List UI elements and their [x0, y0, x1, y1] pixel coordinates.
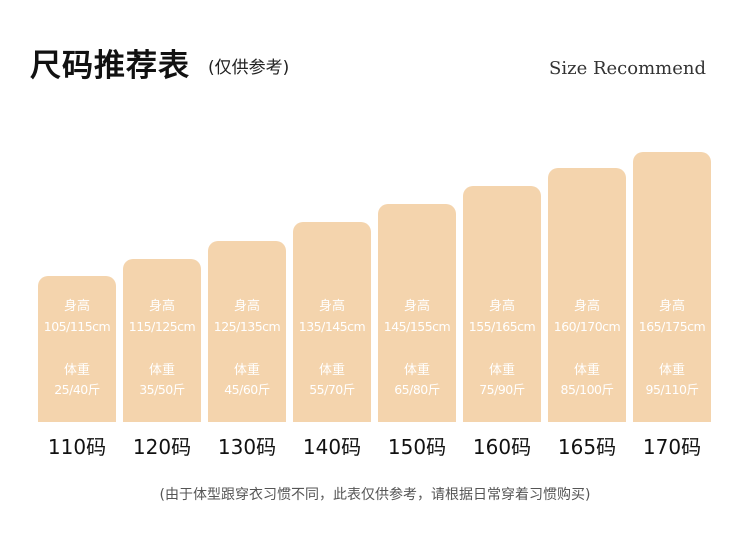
size-label-150: 150码 — [387, 435, 447, 459]
weight-value: 85/100斤 — [560, 382, 614, 397]
size-label-110: 110码 — [47, 435, 107, 459]
height-label: 身高 — [63, 299, 90, 314]
height-label: 身高 — [573, 299, 600, 314]
weight-value: 75/90斤 — [479, 382, 525, 397]
weight-value: 55/70斤 — [309, 382, 355, 397]
height-value: 160/170cm — [553, 319, 621, 334]
page-title: 尺码推荐表 — [30, 48, 190, 84]
size-bar-150: 身高 145/155cm 体重 65/80斤 — [378, 204, 456, 422]
height-label: 身高 — [148, 299, 175, 314]
weight-label: 体重 — [573, 363, 600, 378]
size-bar-160: 身高 155/165cm 体重 75/90斤 — [463, 186, 541, 422]
height-value: 125/135cm — [213, 319, 281, 334]
weight-label: 体重 — [148, 363, 175, 378]
size-bar-165: 身高 160/170cm 体重 85/100斤 — [548, 168, 626, 422]
height-value: 145/155cm — [383, 319, 451, 334]
weight-value: 35/50斤 — [139, 382, 185, 397]
size-bar-130: 身高 125/135cm 体重 45/60斤 — [208, 241, 286, 422]
height-label: 身高 — [233, 299, 260, 314]
size-label-170: 170码 — [642, 435, 702, 459]
page-subtitle: (仅供参考) — [208, 58, 290, 78]
weight-label: 体重 — [488, 363, 515, 378]
size-label-120: 120码 — [132, 435, 192, 459]
height-value: 135/145cm — [298, 319, 366, 334]
weight-value: 95/110斤 — [645, 382, 699, 397]
weight-value: 25/40斤 — [54, 382, 100, 397]
height-value: 115/125cm — [128, 319, 196, 334]
height-label: 身高 — [318, 299, 345, 314]
english-title: Size Recommend — [549, 58, 706, 79]
size-label-165: 165码 — [557, 435, 617, 459]
weight-value: 65/80斤 — [394, 382, 440, 397]
height-value: 155/165cm — [468, 319, 536, 334]
weight-value: 45/60斤 — [224, 382, 270, 397]
weight-label: 体重 — [318, 363, 345, 378]
weight-label: 体重 — [403, 363, 430, 378]
height-value: 165/175cm — [638, 319, 706, 334]
size-label-130: 130码 — [217, 435, 277, 459]
size-bar-170: 身高 165/175cm 体重 95/110斤 — [633, 152, 711, 422]
weight-label: 体重 — [233, 363, 260, 378]
height-label: 身高 — [658, 299, 685, 314]
height-label: 身高 — [403, 299, 430, 314]
weight-label: 体重 — [63, 363, 90, 378]
disclaimer-note: (由于体型跟穿衣习惯不同，此表仅供参考，请根据日常穿着习惯购买) — [159, 487, 591, 503]
height-label: 身高 — [488, 299, 515, 314]
size-label-160: 160码 — [472, 435, 532, 459]
size-label-140: 140码 — [302, 435, 362, 459]
weight-label: 体重 — [658, 363, 685, 378]
height-value: 105/115cm — [43, 319, 111, 334]
size-bar-110: 身高 105/115cm 体重 25/40斤 — [38, 276, 116, 422]
size-bar-120: 身高 115/125cm 体重 35/50斤 — [123, 259, 201, 422]
size-bar-140: 身高 135/145cm 体重 55/70斤 — [293, 222, 371, 422]
